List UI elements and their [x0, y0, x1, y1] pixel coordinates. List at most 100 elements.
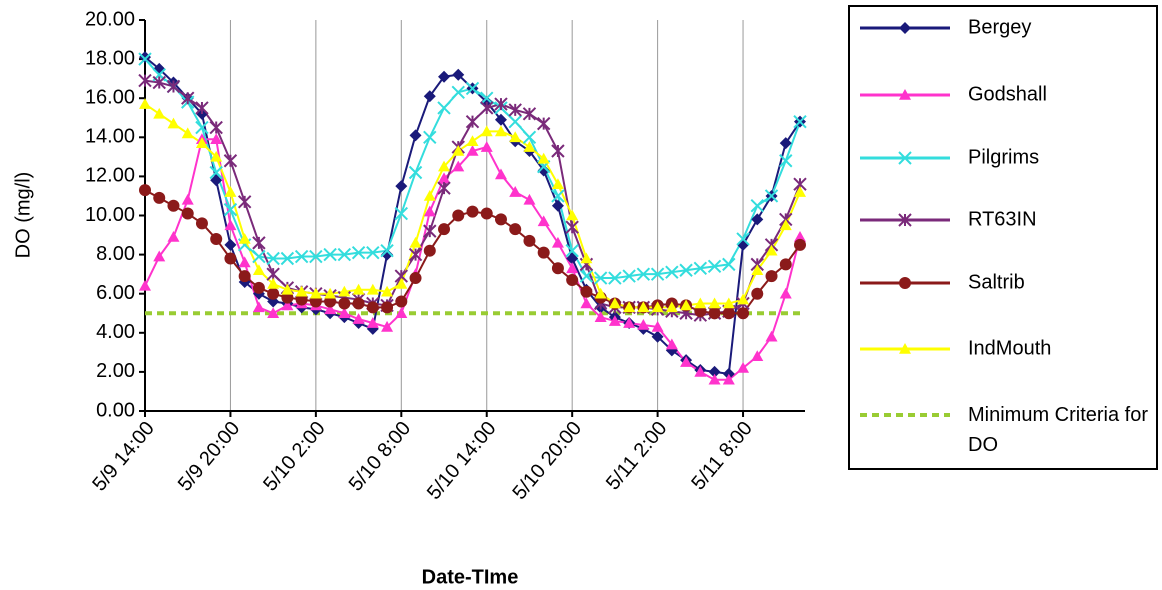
marker — [252, 281, 265, 294]
marker — [708, 297, 721, 309]
marker — [452, 144, 465, 156]
marker — [465, 114, 480, 129]
marker — [438, 223, 451, 236]
legend-label: Bergey — [968, 16, 1031, 38]
marker — [181, 91, 195, 105]
y-tick-label: 20.00 — [85, 8, 135, 30]
legend-label: Godshall — [968, 83, 1047, 105]
marker — [224, 219, 237, 231]
marker — [138, 73, 152, 88]
marker — [423, 224, 437, 238]
marker — [438, 160, 451, 172]
y-tick-label: 0.00 — [96, 399, 135, 421]
marker — [523, 193, 536, 205]
marker — [210, 174, 223, 187]
marker — [750, 199, 764, 213]
marker — [252, 264, 265, 276]
marker — [565, 220, 579, 234]
marker — [338, 307, 351, 319]
marker — [537, 164, 550, 177]
marker — [224, 252, 237, 265]
marker — [281, 291, 294, 304]
marker — [338, 285, 351, 297]
marker — [409, 129, 422, 142]
legend-label: IndMouth — [968, 337, 1051, 359]
marker — [751, 264, 764, 276]
marker — [779, 219, 792, 231]
marker — [381, 301, 394, 314]
x-tick-label: 5/10 2:00 — [259, 417, 329, 495]
marker — [779, 287, 792, 299]
marker — [466, 135, 479, 147]
marker — [238, 232, 251, 244]
marker — [338, 297, 351, 310]
marker — [765, 270, 778, 283]
marker — [423, 244, 436, 257]
marker — [793, 114, 807, 129]
marker — [266, 251, 280, 266]
marker — [737, 307, 750, 320]
marker — [167, 199, 180, 212]
marker — [466, 144, 479, 156]
marker — [252, 249, 266, 264]
marker — [779, 154, 793, 168]
marker — [537, 152, 550, 164]
marker — [408, 165, 423, 180]
marker — [209, 120, 223, 135]
marker — [580, 252, 593, 264]
marker — [751, 287, 764, 300]
marker — [494, 168, 507, 180]
marker — [551, 236, 564, 248]
marker — [210, 232, 223, 245]
marker — [594, 287, 607, 299]
marker — [267, 307, 280, 319]
y-tick-label: 12.00 — [85, 165, 135, 187]
marker — [153, 107, 166, 119]
marker — [195, 120, 209, 135]
y-tick-label: 10.00 — [85, 204, 135, 226]
marker — [166, 79, 181, 94]
marker — [509, 131, 522, 143]
marker — [637, 318, 650, 330]
marker — [736, 232, 750, 246]
marker — [295, 293, 308, 306]
marker — [494, 125, 507, 137]
marker — [737, 361, 750, 373]
marker — [223, 154, 238, 168]
legend-label: Saltrib — [968, 271, 1025, 293]
y-tick-label: 6.00 — [96, 282, 135, 304]
marker — [551, 262, 564, 275]
marker — [580, 297, 593, 309]
marker — [195, 217, 208, 230]
marker — [366, 301, 379, 314]
marker — [707, 259, 722, 274]
marker — [423, 130, 437, 145]
marker — [722, 257, 736, 272]
marker — [352, 283, 365, 295]
marker — [708, 373, 721, 385]
marker — [580, 285, 593, 298]
marker — [722, 373, 735, 385]
legend-label: Minimum Criteria for DO — [968, 404, 1149, 456]
marker — [665, 265, 679, 279]
marker — [537, 215, 550, 227]
marker — [366, 245, 380, 260]
marker — [708, 365, 721, 378]
marker — [395, 295, 408, 308]
x-tick-label: 5/9 20:00 — [174, 417, 244, 495]
marker — [523, 141, 536, 152]
marker — [650, 267, 665, 281]
marker — [323, 247, 337, 262]
marker — [138, 52, 152, 66]
marker — [167, 117, 180, 129]
marker — [623, 301, 636, 313]
marker — [223, 202, 238, 217]
marker — [899, 22, 911, 34]
marker — [779, 258, 792, 271]
marker — [508, 114, 522, 129]
marker — [566, 262, 579, 274]
marker — [694, 297, 707, 309]
marker — [523, 234, 536, 247]
